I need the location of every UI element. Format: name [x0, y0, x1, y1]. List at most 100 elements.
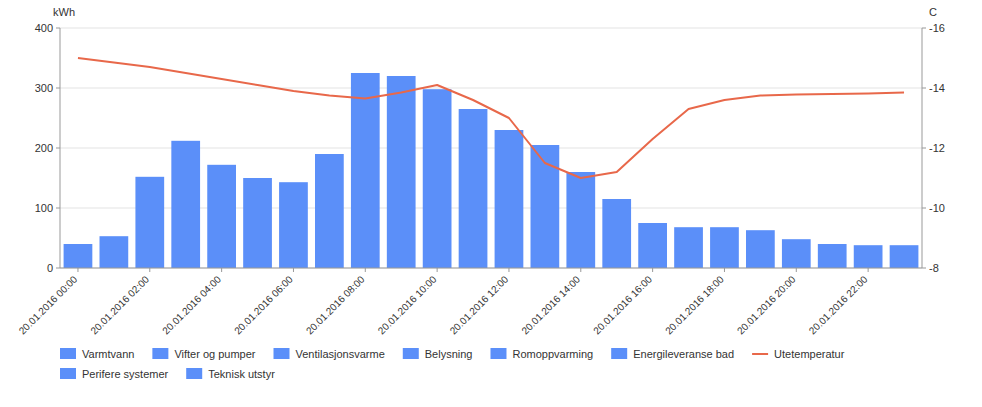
legend-item: Vifter og pumper [152, 348, 255, 360]
y-axis-label: kWh [53, 6, 75, 18]
bar [566, 172, 595, 268]
bar [423, 89, 452, 268]
x-tick [221, 268, 222, 272]
bar [495, 130, 524, 268]
legend-item: Varmtvann [60, 348, 134, 360]
x-tick [580, 268, 581, 272]
x-tick-label: 20.01.2016 20:00 [735, 273, 798, 336]
y2-tick [922, 88, 926, 89]
bar [782, 239, 811, 268]
line [78, 58, 904, 178]
y-axis [60, 28, 61, 268]
y2-tick-label: -8 [929, 262, 939, 274]
bar [279, 182, 308, 268]
legend-label: Belysning [425, 348, 473, 360]
x-tick-label: 20.01.2016 16:00 [591, 273, 654, 336]
y2-tick-label: -16 [929, 22, 945, 34]
bar [351, 73, 380, 268]
y2-axis-label: C [929, 6, 937, 18]
x-tick [508, 268, 509, 272]
y-tick-label: 0 [47, 262, 53, 274]
y2-tick [922, 148, 926, 149]
x-tick [868, 268, 869, 272]
x-tick [77, 268, 78, 272]
x-tick-label: 20.01.2016 10:00 [376, 273, 439, 336]
x-tick-label: 20.01.2016 06:00 [232, 273, 295, 336]
x-axis [60, 268, 922, 269]
legend-label: Perifere systemer [82, 368, 169, 380]
y2-tick-label: -14 [929, 82, 945, 94]
x-tick-label: 20.01.2016 08:00 [304, 273, 367, 336]
grid-line [60, 268, 922, 269]
x-tick-label: 20.01.2016 02:00 [88, 273, 151, 336]
grid [60, 28, 922, 268]
y-tick [56, 268, 60, 269]
y2-tick-label: -10 [929, 202, 945, 214]
legend-item: Perifere systemer [60, 368, 169, 380]
bar [64, 244, 93, 268]
x-tick-label: 20.01.2016 12:00 [448, 273, 511, 336]
y-tick [56, 28, 60, 29]
legend-swatch [60, 348, 76, 359]
bar [459, 109, 488, 268]
bar [854, 245, 883, 268]
bar [100, 236, 129, 268]
bar [315, 154, 344, 268]
x-tick [796, 268, 797, 272]
x-tick-label: 20.01.2016 04:00 [160, 273, 223, 336]
x-tick-label: 20.01.2016 22:00 [807, 273, 870, 336]
bar [818, 244, 847, 268]
legend-swatch [152, 348, 168, 359]
x-tick [149, 268, 150, 272]
legend: Varmtvann Vifter og pumper Ventilasjonsvar… [60, 348, 845, 380]
x-tick-label: 20.01.2016 00:00 [17, 273, 80, 336]
legend-item: Teknisk utstyr [186, 368, 275, 380]
x-tick [437, 268, 438, 272]
bar [674, 227, 703, 268]
legend-item: Energileveranse bad [611, 348, 734, 360]
legend-swatch [752, 353, 768, 355]
bar [207, 165, 236, 268]
bar [243, 178, 272, 268]
legend-swatch [274, 348, 290, 359]
plot-area [64, 58, 919, 268]
legend-swatch [611, 348, 627, 359]
x-tick-label: 20.01.2016 18:00 [663, 273, 726, 336]
bar [890, 245, 919, 268]
bar [387, 76, 416, 268]
grid-line [60, 28, 922, 29]
y2-tick [922, 28, 926, 29]
y2-axis [922, 28, 923, 268]
grid-line [60, 88, 922, 89]
y-tick-label: 400 [35, 22, 53, 34]
x-tick [365, 268, 366, 272]
y2-tick [922, 208, 926, 209]
bar [746, 230, 775, 268]
x-tick [652, 268, 653, 272]
legend-label: Vifter og pumper [174, 348, 255, 360]
y-tick-label: 300 [35, 82, 53, 94]
legend-swatch [60, 368, 76, 379]
y2-tick-label: -12 [929, 142, 945, 154]
legend-swatch [403, 348, 419, 359]
legend-label: Energileveranse bad [633, 348, 734, 360]
y-tick [56, 148, 60, 149]
legend-swatch [186, 368, 202, 379]
legend-label: Teknisk utstyr [208, 368, 275, 380]
legend-label: Utetemperatur [774, 348, 845, 360]
bar [602, 199, 631, 268]
y-tick [56, 208, 60, 209]
bar [135, 177, 164, 268]
bar [171, 141, 200, 268]
bar [638, 223, 667, 268]
legend-item: Belysning [403, 348, 473, 360]
x-tick [724, 268, 725, 272]
y-tick [56, 88, 60, 89]
chart: 0100200300400-16-14-12-10-8kWhC20.01.201… [0, 0, 982, 407]
legend-label: Varmtvann [82, 348, 134, 360]
x-tick-label: 20.01.2016 14:00 [519, 273, 582, 336]
legend-label: Ventilasjonsvarme [296, 348, 385, 360]
legend-item: Ventilasjonsvarme [274, 348, 385, 360]
bar [710, 227, 739, 268]
legend-label: Romoppvarming [512, 348, 593, 360]
